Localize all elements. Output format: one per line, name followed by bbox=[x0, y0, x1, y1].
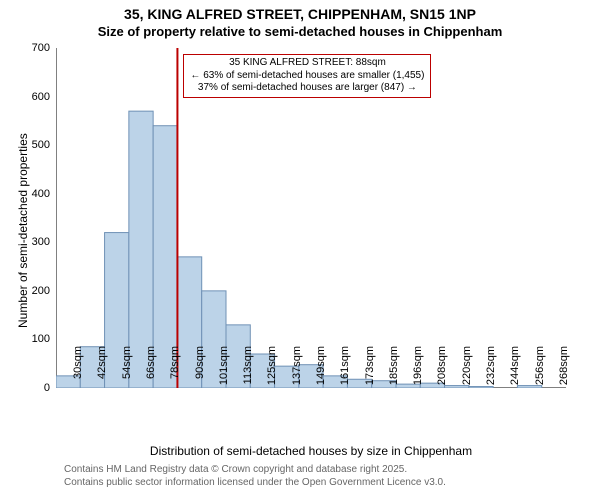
x-tick-label: 137sqm bbox=[291, 346, 303, 396]
x-tick-label: 149sqm bbox=[315, 346, 327, 396]
chart-title: 35, KING ALFRED STREET, CHIPPENHAM, SN15… bbox=[0, 0, 600, 22]
y-tick-label: 0 bbox=[0, 382, 50, 394]
annotation-box: 35 KING ALFRED STREET: 88sqm ← 63% of se… bbox=[183, 54, 431, 98]
x-tick-label: 232sqm bbox=[485, 346, 497, 396]
histogram-plot bbox=[56, 48, 566, 388]
x-tick-label: 196sqm bbox=[412, 346, 424, 396]
annotation-line-3: 37% of semi-detached houses are larger (… bbox=[190, 82, 424, 95]
copyright-notice: Contains HM Land Registry data © Crown c… bbox=[64, 464, 446, 489]
x-tick-label: 173sqm bbox=[364, 346, 376, 396]
y-axis-label: Number of semi-detached properties bbox=[16, 133, 30, 328]
x-tick-label: 66sqm bbox=[145, 346, 157, 396]
x-tick-label: 185sqm bbox=[388, 346, 400, 396]
x-tick-label: 161sqm bbox=[339, 346, 351, 396]
x-tick-label: 42sqm bbox=[96, 346, 108, 396]
y-tick-label: 100 bbox=[0, 333, 50, 345]
x-tick-label: 54sqm bbox=[121, 346, 133, 396]
x-tick-label: 113sqm bbox=[242, 346, 254, 396]
x-tick-label: 268sqm bbox=[558, 346, 570, 396]
x-axis-label: Distribution of semi-detached houses by … bbox=[56, 444, 566, 458]
chart-subtitle: Size of property relative to semi-detach… bbox=[0, 22, 600, 39]
y-tick-label: 600 bbox=[0, 91, 50, 103]
x-tick-label: 90sqm bbox=[194, 346, 206, 396]
x-tick-label: 125sqm bbox=[266, 346, 278, 396]
y-tick-label: 700 bbox=[0, 42, 50, 54]
x-tick-label: 256sqm bbox=[534, 346, 546, 396]
copyright-line-1: Contains HM Land Registry data © Crown c… bbox=[64, 464, 446, 477]
annotation-line-2: ← 63% of semi-detached houses are smalle… bbox=[190, 70, 424, 83]
x-tick-label: 101sqm bbox=[218, 346, 230, 396]
x-tick-label: 208sqm bbox=[436, 346, 448, 396]
copyright-line-2: Contains public sector information licen… bbox=[64, 477, 446, 490]
chart-container: { "title_line1": "35, KING ALFRED STREET… bbox=[0, 0, 600, 500]
x-tick-label: 30sqm bbox=[72, 346, 84, 396]
x-tick-label: 78sqm bbox=[169, 346, 181, 396]
x-tick-label: 220sqm bbox=[461, 346, 473, 396]
annotation-line-1: 35 KING ALFRED STREET: 88sqm bbox=[190, 57, 424, 70]
x-tick-label: 244sqm bbox=[509, 346, 521, 396]
